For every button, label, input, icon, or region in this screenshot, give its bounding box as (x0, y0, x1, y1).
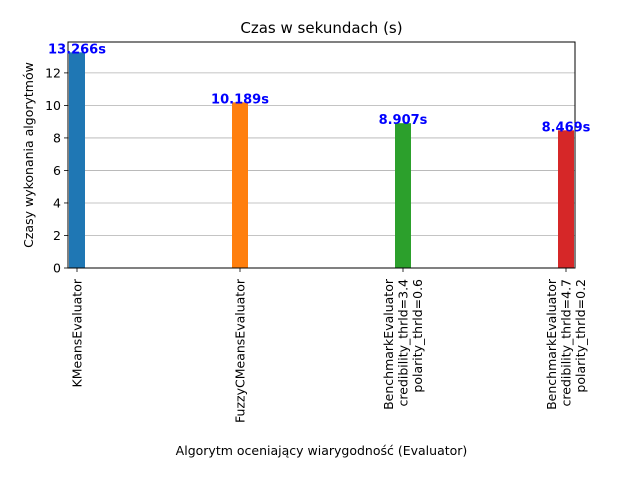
x-tick-label: BenchmarkEvaluator credibility_thrld=3.4 p… (381, 278, 425, 410)
data-label: 13.266s (48, 42, 106, 57)
y-axis-label: Czasy wykonania algorytmów (21, 62, 36, 248)
bars (69, 52, 574, 269)
x-axis: KMeansEvaluator FuzzyCMeansEvaluator Bench… (70, 268, 588, 423)
x-tick-label-line: BenchmarkEvaluator (381, 278, 396, 410)
gridlines (68, 72, 575, 269)
x-tick-label: FuzzyCMeansEvaluator (233, 278, 248, 423)
y-axis: 0 2 4 6 8 10 12 (45, 65, 68, 276)
chart-title: Czas w sekundach (s) (240, 19, 402, 37)
bar (558, 130, 574, 268)
x-tick-label-line: credibility_thrld=4.7 (559, 279, 574, 406)
y-tick-label: 8 (53, 130, 61, 145)
data-label: 8.469s (542, 120, 591, 135)
x-axis-label: Algorytm oceniający wiarygodność (Evalua… (176, 443, 468, 458)
x-tick-label-line: FuzzyCMeansEvaluator (233, 278, 248, 423)
y-tick-label: 4 (53, 195, 61, 210)
bar (395, 123, 411, 268)
x-tick-label-line: BenchmarkEvaluator (544, 278, 559, 410)
value-labels: 13.266s 10.189s 8.907s 8.469s (48, 42, 591, 135)
x-tick-label-line: polarity_thrld=0.2 (573, 279, 588, 393)
y-tick-label: 0 (53, 261, 61, 276)
y-tick-label: 12 (45, 65, 61, 80)
bar (232, 102, 248, 268)
x-tick-label-line: KMeansEvaluator (70, 278, 85, 387)
y-tick-label: 2 (53, 228, 61, 243)
y-tick-label: 10 (45, 98, 61, 113)
x-tick-label: BenchmarkEvaluator credibility_thrld=4.7 p… (544, 278, 588, 410)
x-tick-label-line: polarity_thrld=0.6 (410, 279, 425, 393)
data-label: 8.907s (379, 113, 428, 128)
y-tick-label: 6 (53, 163, 61, 178)
data-label: 10.189s (211, 92, 269, 107)
plot-frame (67, 41, 576, 269)
x-tick-label-line: credibility_thrld=3.4 (396, 279, 411, 407)
bar (69, 52, 85, 269)
x-tick-label: KMeansEvaluator (70, 278, 85, 387)
